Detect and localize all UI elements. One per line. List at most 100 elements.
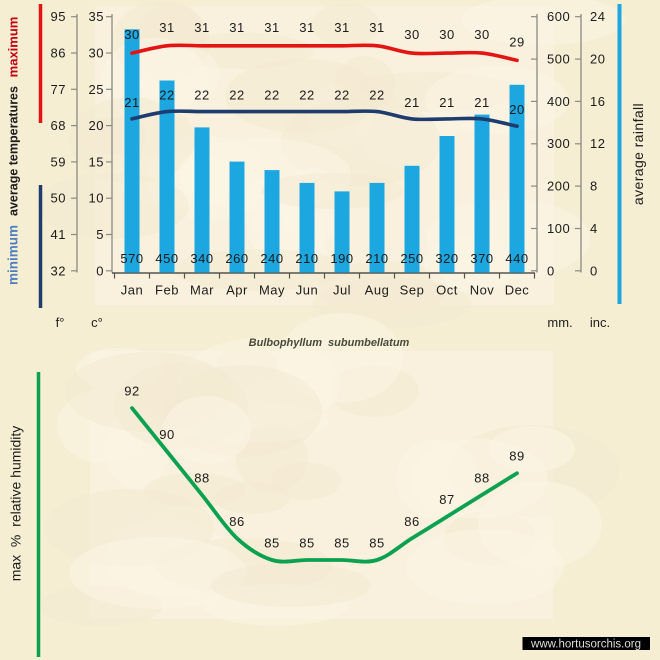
svg-text:0: 0 bbox=[590, 263, 598, 278]
svg-text:minimum: minimum bbox=[6, 225, 21, 285]
svg-text:5: 5 bbox=[96, 227, 104, 242]
svg-text:10: 10 bbox=[89, 191, 104, 206]
svg-text:average temperatures: average temperatures bbox=[7, 86, 21, 216]
svg-text:85: 85 bbox=[369, 536, 384, 551]
svg-text:210: 210 bbox=[295, 251, 318, 266]
svg-text:maximum: maximum bbox=[6, 17, 21, 78]
svg-text:500: 500 bbox=[547, 52, 570, 67]
svg-text:600: 600 bbox=[547, 9, 570, 24]
svg-text:440: 440 bbox=[505, 251, 528, 266]
svg-text:86: 86 bbox=[404, 514, 419, 529]
svg-text:21: 21 bbox=[474, 95, 489, 110]
svg-text:22: 22 bbox=[299, 88, 314, 103]
svg-text:90: 90 bbox=[159, 427, 174, 442]
svg-text:22: 22 bbox=[229, 88, 244, 103]
svg-text:95: 95 bbox=[51, 9, 66, 24]
svg-text:31: 31 bbox=[194, 20, 209, 35]
svg-text:31: 31 bbox=[264, 20, 279, 35]
svg-text:Feb: Feb bbox=[155, 283, 179, 298]
svg-text:77: 77 bbox=[51, 82, 66, 97]
svg-text:4: 4 bbox=[590, 221, 598, 236]
svg-text:88: 88 bbox=[474, 470, 489, 485]
svg-text:30: 30 bbox=[89, 46, 104, 61]
svg-text:100: 100 bbox=[547, 221, 570, 236]
svg-text:20: 20 bbox=[590, 52, 605, 67]
svg-text:31: 31 bbox=[334, 20, 349, 35]
svg-text:25: 25 bbox=[89, 82, 104, 97]
svg-text:Jan: Jan bbox=[121, 283, 143, 298]
svg-text:86: 86 bbox=[51, 46, 66, 61]
svg-text:31: 31 bbox=[299, 20, 314, 35]
svg-text:c°: c° bbox=[91, 315, 103, 330]
svg-text:24: 24 bbox=[590, 9, 605, 24]
svg-text:20: 20 bbox=[89, 118, 104, 133]
svg-text:22: 22 bbox=[369, 88, 384, 103]
svg-text:www.hortusorchis.org: www.hortusorchis.org bbox=[530, 639, 641, 651]
svg-text:210: 210 bbox=[365, 251, 388, 266]
svg-text:Oct: Oct bbox=[436, 283, 458, 298]
svg-text:Mar: Mar bbox=[190, 283, 214, 298]
svg-text:30: 30 bbox=[404, 27, 419, 42]
svg-text:0: 0 bbox=[96, 263, 104, 278]
svg-text:32: 32 bbox=[51, 263, 66, 278]
svg-text:30: 30 bbox=[439, 27, 454, 42]
svg-text:inc.: inc. bbox=[590, 315, 610, 330]
svg-text:f°: f° bbox=[56, 315, 65, 330]
svg-text:190: 190 bbox=[330, 251, 353, 266]
svg-text:260: 260 bbox=[225, 251, 248, 266]
svg-text:average rainfall: average rainfall bbox=[630, 103, 646, 205]
svg-text:May: May bbox=[259, 283, 285, 298]
svg-text:22: 22 bbox=[194, 88, 209, 103]
svg-text:20: 20 bbox=[509, 102, 524, 117]
svg-text:Dec: Dec bbox=[505, 283, 530, 298]
svg-text:Sep: Sep bbox=[400, 283, 425, 298]
svg-text:22: 22 bbox=[334, 88, 349, 103]
svg-text:89: 89 bbox=[509, 449, 524, 464]
svg-text:mm.: mm. bbox=[547, 315, 572, 330]
svg-text:320: 320 bbox=[435, 251, 458, 266]
svg-text:450: 450 bbox=[155, 251, 178, 266]
svg-text:68: 68 bbox=[51, 118, 66, 133]
svg-text:570: 570 bbox=[120, 251, 143, 266]
svg-text:340: 340 bbox=[190, 251, 213, 266]
svg-text:400: 400 bbox=[547, 94, 570, 109]
svg-text:max % relative humidity: max % relative humidity bbox=[8, 426, 24, 582]
svg-text:15: 15 bbox=[89, 154, 104, 169]
svg-text:29: 29 bbox=[509, 34, 524, 49]
svg-text:30: 30 bbox=[474, 27, 489, 42]
svg-text:31: 31 bbox=[159, 20, 174, 35]
svg-text:200: 200 bbox=[547, 179, 570, 194]
svg-text:22: 22 bbox=[264, 88, 279, 103]
svg-text:Apr: Apr bbox=[226, 283, 248, 298]
svg-text:8: 8 bbox=[590, 179, 598, 194]
svg-text:35: 35 bbox=[89, 9, 104, 24]
svg-text:41: 41 bbox=[51, 227, 66, 242]
svg-text:21: 21 bbox=[124, 95, 139, 110]
svg-text:240: 240 bbox=[260, 251, 283, 266]
svg-text:30: 30 bbox=[124, 27, 139, 42]
svg-text:22: 22 bbox=[159, 88, 174, 103]
svg-text:Nov: Nov bbox=[470, 283, 495, 298]
svg-text:300: 300 bbox=[547, 136, 570, 151]
svg-text:85: 85 bbox=[334, 536, 349, 551]
svg-text:0: 0 bbox=[547, 263, 555, 278]
svg-text:12: 12 bbox=[590, 136, 605, 151]
svg-text:85: 85 bbox=[299, 536, 314, 551]
svg-text:31: 31 bbox=[229, 20, 244, 35]
svg-text:Jun: Jun bbox=[296, 283, 318, 298]
svg-text:Jul: Jul bbox=[333, 283, 351, 298]
svg-text:87: 87 bbox=[439, 492, 454, 507]
svg-text:88: 88 bbox=[194, 470, 209, 485]
svg-text:Aug: Aug bbox=[365, 283, 390, 298]
svg-text:370: 370 bbox=[470, 251, 493, 266]
svg-text:59: 59 bbox=[51, 154, 66, 169]
svg-text:16: 16 bbox=[590, 94, 605, 109]
svg-text:21: 21 bbox=[404, 95, 419, 110]
svg-text:31: 31 bbox=[369, 20, 384, 35]
svg-text:50: 50 bbox=[51, 191, 66, 206]
svg-text:85: 85 bbox=[264, 536, 279, 551]
svg-text:250: 250 bbox=[400, 251, 423, 266]
svg-text:21: 21 bbox=[439, 95, 454, 110]
svg-text:86: 86 bbox=[229, 514, 244, 529]
svg-text:Bulbophyllum subumbellatum: Bulbophyllum subumbellatum bbox=[249, 337, 410, 349]
